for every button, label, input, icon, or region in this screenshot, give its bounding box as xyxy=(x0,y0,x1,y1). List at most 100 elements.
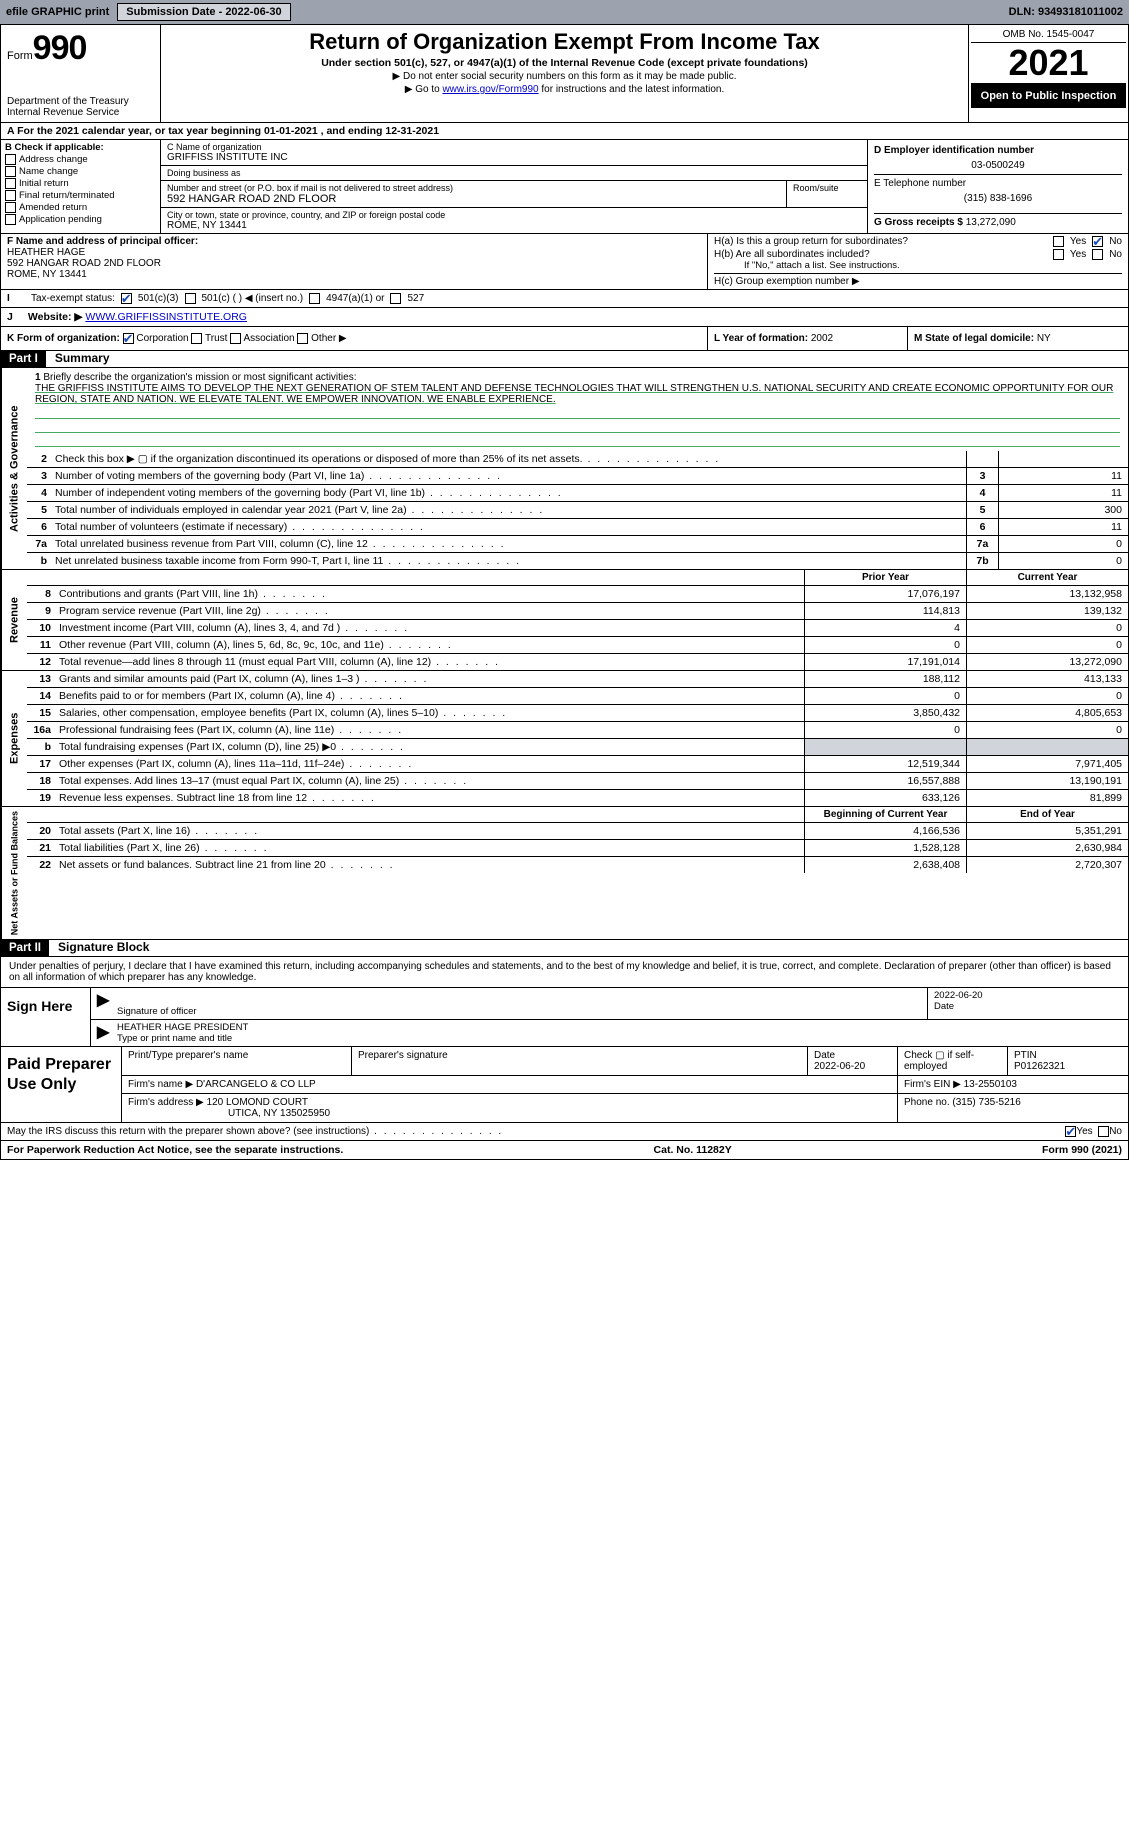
row-num: 22 xyxy=(27,857,55,873)
sign-here-right: ▶ Signature of officer 2022-06-20 Date ▶… xyxy=(91,988,1128,1046)
street-row: Number and street (or P.O. box if mail i… xyxy=(161,181,867,208)
paid-row1: Print/Type preparer's name Preparer's si… xyxy=(122,1047,1128,1076)
current-value: 2,720,307 xyxy=(966,857,1128,873)
header-left: Form990 Department of the Treasury Inter… xyxy=(1,25,161,122)
sig-officer-label: Signature of officer xyxy=(117,1006,921,1017)
chk-address-change[interactable]: Address change xyxy=(5,154,156,165)
website-row: J Website: ▶ WWW.GRIFFISSINSTITUTE.ORG xyxy=(1,308,1128,327)
preparer-sig-label: Preparer's signature xyxy=(352,1047,808,1075)
row-text: Total revenue—add lines 8 through 11 (mu… xyxy=(55,654,804,670)
row-text: Investment income (Part VIII, column (A)… xyxy=(55,620,804,636)
sig-name: HEATHER HAGE PRESIDENT xyxy=(117,1022,1122,1033)
firm-phone: (315) 735-5216 xyxy=(952,1097,1020,1108)
current-value: 0 xyxy=(966,722,1128,738)
form-prefix: Form xyxy=(7,50,33,62)
part2-badge: Part II xyxy=(1,940,49,956)
chk-application-pending[interactable]: Application pending xyxy=(5,214,156,225)
prior-value: 0 xyxy=(804,637,966,653)
net-col-headers: Beginning of Current Year End of Year xyxy=(27,807,1128,822)
signature-field[interactable] xyxy=(117,990,921,1006)
row-value: 0 xyxy=(998,553,1128,569)
row-text: Other revenue (Part VIII, column (A), li… xyxy=(55,637,804,653)
open-public-badge: Open to Public Inspection xyxy=(971,84,1126,108)
row-num: 12 xyxy=(27,654,55,670)
chk-amended-return[interactable]: Amended return xyxy=(5,202,156,213)
blank-line xyxy=(35,405,1120,419)
row-num: 6 xyxy=(27,519,51,535)
checkbox-icon xyxy=(5,202,16,213)
row-text: Net assets or fund balances. Subtract li… xyxy=(55,857,804,873)
chk-label: Address change xyxy=(19,154,88,165)
submission-date-button[interactable]: Submission Date - 2022-06-30 xyxy=(117,3,290,21)
note2-post: for instructions and the latest informat… xyxy=(539,84,725,95)
checkbox-icon xyxy=(5,214,16,225)
checkbox-icon xyxy=(5,154,16,165)
checkbox-icon[interactable] xyxy=(185,293,196,304)
table-row: 20 Total assets (Part X, line 16) 4,166,… xyxy=(27,822,1128,839)
gross-value: 13,272,090 xyxy=(966,217,1016,228)
row-text: Total unrelated business revenue from Pa… xyxy=(51,536,966,552)
website-note: ▶ Go to www.irs.gov/Form990 for instruct… xyxy=(169,84,960,95)
yes-label: Yes xyxy=(1076,1126,1092,1137)
self-employed-check[interactable]: Check ▢ if self-employed xyxy=(898,1047,1008,1075)
checkbox-icon[interactable] xyxy=(230,333,241,344)
firm-addr-cell: Firm's address ▶ 120 LOMOND COURT UTICA,… xyxy=(122,1094,898,1122)
prior-value: 4,166,536 xyxy=(804,823,966,839)
form-ref: Form 990 (2021) xyxy=(1042,1144,1122,1156)
checkbox-checked-icon[interactable] xyxy=(123,333,134,344)
row-box: 4 xyxy=(966,485,998,501)
chk-final-return[interactable]: Final return/terminated xyxy=(5,190,156,201)
dba-label: Doing business as xyxy=(167,168,861,178)
city-cell: City or town, state or province, country… xyxy=(161,208,867,233)
form-org-label: K Form of organization: xyxy=(7,333,120,344)
row-num: 17 xyxy=(27,756,55,772)
current-value: 2,630,984 xyxy=(966,840,1128,856)
revenue-rows: 8 Contributions and grants (Part VIII, l… xyxy=(27,585,1128,670)
current-value xyxy=(966,739,1128,755)
row-num: 20 xyxy=(27,823,55,839)
current-value: 0 xyxy=(966,620,1128,636)
checkbox-icon[interactable] xyxy=(1053,236,1064,247)
checkbox-checked-icon[interactable] xyxy=(1092,236,1103,247)
row-num: b xyxy=(27,553,51,569)
row-text: Total number of individuals employed in … xyxy=(51,502,966,518)
form-number-ref: 990 xyxy=(1071,1144,1089,1156)
current-value: 13,190,191 xyxy=(966,773,1128,789)
chk-label: Final return/terminated xyxy=(19,190,115,201)
opt-assoc: Association xyxy=(243,333,294,344)
header-mid: Return of Organization Exempt From Incom… xyxy=(161,25,968,122)
checkbox-icon[interactable] xyxy=(297,333,308,344)
prior-value: 0 xyxy=(804,722,966,738)
checkbox-icon[interactable] xyxy=(390,293,401,304)
paid-row2: Firm's name ▶ D'ARCANGELO & CO LLP Firm'… xyxy=(122,1076,1128,1094)
checkbox-icon[interactable] xyxy=(1053,249,1064,260)
opt-527: 527 xyxy=(407,293,424,304)
tax-exempt-label: Tax-exempt status: xyxy=(31,293,115,304)
period-row: A For the 2021 calendar year, or tax yea… xyxy=(1,123,1128,140)
city-label: City or town, state or province, country… xyxy=(167,210,861,220)
sig-row2: ▶ HEATHER HAGE PRESIDENT Type or print n… xyxy=(91,1020,1128,1046)
prior-value xyxy=(804,739,966,755)
row-text: Professional fundraising fees (Part IX, … xyxy=(55,722,804,738)
org-website-link[interactable]: WWW.GRIFFISSINSTITUTE.ORG xyxy=(85,311,247,323)
phone-label: E Telephone number xyxy=(874,178,1122,189)
period-label: A For the 2021 calendar year, or tax yea… xyxy=(7,125,264,137)
row-text: Total assets (Part X, line 16) xyxy=(55,823,804,839)
checkbox-icon[interactable] xyxy=(309,293,320,304)
row-num: 8 xyxy=(27,586,55,602)
row-value: 11 xyxy=(998,485,1128,501)
chk-name-change[interactable]: Name change xyxy=(5,166,156,177)
checkbox-checked-icon[interactable] xyxy=(1065,1126,1076,1137)
current-value: 139,132 xyxy=(966,603,1128,619)
checkbox-icon[interactable] xyxy=(1098,1126,1109,1137)
chk-initial-return[interactable]: Initial return xyxy=(5,178,156,189)
prior-value: 633,126 xyxy=(804,790,966,806)
checkbox-checked-icon[interactable] xyxy=(121,293,132,304)
row-num: b xyxy=(27,739,55,755)
signature-intro: Under penalties of perjury, I declare th… xyxy=(1,957,1128,988)
checkbox-icon[interactable] xyxy=(191,333,202,344)
table-row: 14 Benefits paid to or for members (Part… xyxy=(27,687,1128,704)
irs-link[interactable]: www.irs.gov/Form990 xyxy=(442,84,538,95)
pra-notice: For Paperwork Reduction Act Notice, see … xyxy=(7,1144,343,1156)
checkbox-icon[interactable] xyxy=(1092,249,1103,260)
